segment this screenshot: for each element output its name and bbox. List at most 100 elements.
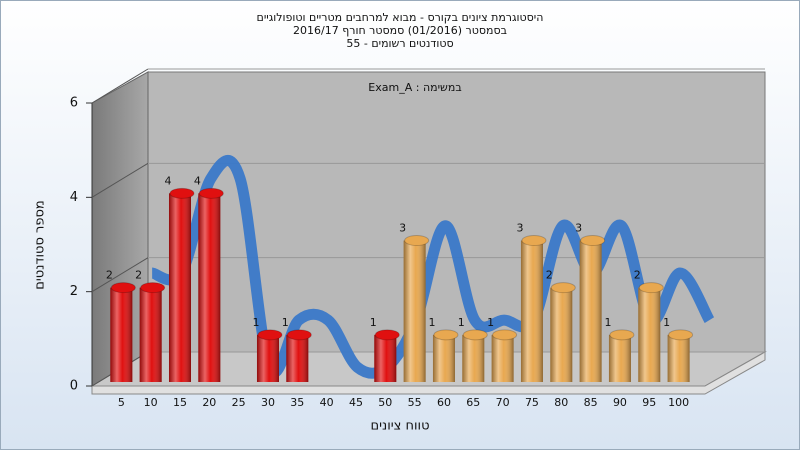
bar-group [638,282,664,382]
bar-shade [139,287,162,382]
data-label: 3 [516,222,523,235]
bar-top [257,329,283,341]
x-tick-label: 25 [232,396,246,409]
x-tick-label: 15 [173,396,187,409]
bar-group [432,329,459,382]
bar-top [550,282,576,294]
bar-shade [491,334,514,382]
bar-group [198,187,224,382]
bar-top [433,329,459,341]
x-tick-label: 20 [202,396,216,409]
y-tick-label: 0 [70,379,78,394]
data-label: 2 [546,269,553,282]
y-tick-label: 2 [70,284,78,299]
bar-group [608,329,635,382]
x-tick-label: 95 [642,396,656,409]
grid-line [91,257,149,293]
bar-shade [520,240,543,382]
bar-shade [432,334,455,382]
bar-shade [110,287,133,382]
x-tick-label: 100 [668,396,689,409]
bar-group [491,329,518,382]
bar-group [579,235,606,382]
y-tick-label: 6 [70,96,78,111]
bar-shade [608,334,631,382]
x-tick-label: 55 [408,396,422,409]
bar-group [286,329,312,382]
chart-title: סטודנטים רשומים - 55 [346,37,453,50]
chart-title: בסמסטר (01/2016) סמסטר חורף 2016/17 [293,24,507,37]
data-label: 1 [252,316,259,329]
data-label: 1 [282,316,289,329]
bar-group [110,282,136,382]
grid-line [91,162,149,198]
x-tick-label: 90 [613,396,627,409]
floor [90,351,767,387]
x-tick-label: 85 [584,396,598,409]
x-tick-label: 30 [261,396,275,409]
x-tick-label: 75 [525,396,539,409]
bar-shade [667,334,690,382]
floor-edge [91,351,766,395]
data-label: 2 [634,269,641,282]
title-block: היסטוגרמת ציונים בקורס - מבוא למרחבים מט… [257,11,544,50]
chart-title: היסטוגרמת ציונים בקורס - מבוא למרחבים מט… [257,11,544,24]
bar-top [198,187,224,199]
bar-shade [198,193,221,382]
bar-group [462,329,488,382]
x-tick-label: 60 [437,396,451,409]
bar-group [374,329,400,382]
bar-group [520,235,547,382]
bar-shade [550,287,573,382]
bar-top [492,329,518,341]
bar-group [667,329,694,382]
data-label: 2 [106,269,113,282]
bar-group [256,329,283,382]
data-label: 1 [458,316,465,329]
bar-top [580,235,606,246]
grid-line [91,68,149,104]
back-wall [147,71,766,353]
x-tick-label: 40 [320,396,334,409]
bar-top [140,282,166,294]
data-label: 3 [575,222,582,235]
trend-ribbon [150,155,715,379]
x-tick-label: 10 [144,396,158,409]
bar-group [168,187,195,382]
bar-top [404,235,430,246]
bar-top [462,329,488,341]
bar-shade [374,334,397,382]
bar-top [521,235,547,246]
bar-top [609,329,635,341]
bar-shade [403,240,426,382]
bar-group [403,235,430,382]
data-label: 1 [604,316,611,329]
x-tick-label: 80 [554,396,568,409]
data-label: 1 [428,316,435,329]
data-label: 4 [164,174,171,187]
data-label: 1 [663,316,670,329]
bar-shade [638,287,661,382]
x-tick-label: 35 [290,396,304,409]
data-label: 4 [194,174,201,187]
bar-top [169,187,195,199]
bar-group [550,282,576,382]
bar-shade [168,193,191,382]
bar-top [638,282,664,294]
bar-shade [286,334,309,382]
x-tick-label: 45 [349,396,363,409]
bar-top [668,329,694,341]
bar-group [139,282,166,382]
data-label: 3 [399,222,406,235]
data-label: 1 [487,316,494,329]
x-tick-label: 65 [466,396,480,409]
bar-shade [256,334,279,382]
bar-top [374,329,400,341]
data-label: 2 [135,269,142,282]
x-tick-label: 50 [378,396,392,409]
bar-shade [462,334,485,382]
x-axis-label: טווח ציונים [370,419,429,434]
x-tick-label: 5 [118,396,125,409]
y-tick-label: 4 [70,190,78,205]
